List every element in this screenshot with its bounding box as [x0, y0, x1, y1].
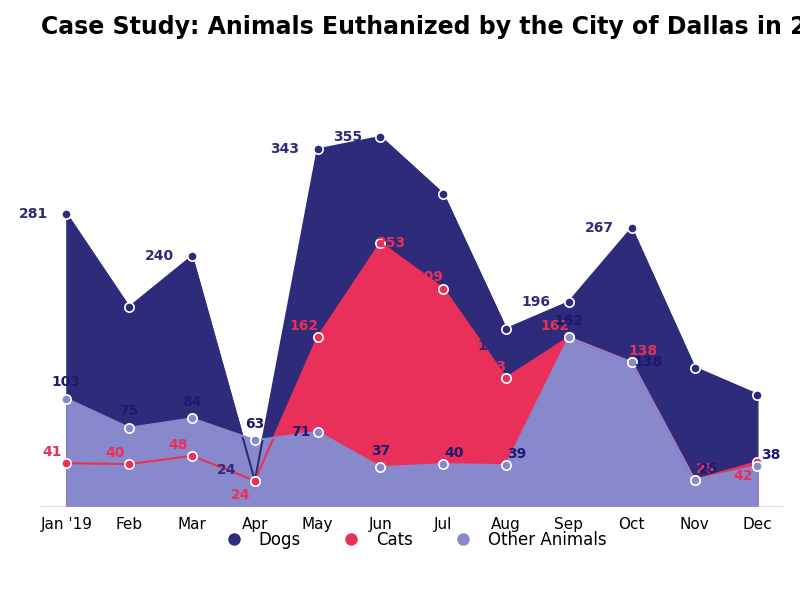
Point	[500, 461, 513, 470]
Point	[626, 357, 638, 367]
Text: 162: 162	[289, 319, 318, 333]
Point	[60, 209, 73, 218]
Text: 107: 107	[710, 387, 739, 401]
Point	[123, 459, 136, 469]
Text: 267: 267	[585, 221, 614, 235]
Text: 75: 75	[119, 404, 139, 418]
Text: 84: 84	[182, 395, 202, 409]
Text: 281: 281	[19, 207, 48, 221]
Point	[311, 332, 324, 342]
Text: 209: 209	[415, 270, 444, 284]
Point	[311, 427, 324, 437]
Text: 38: 38	[762, 448, 781, 462]
Point	[60, 458, 73, 468]
Point	[311, 145, 324, 154]
Point	[751, 390, 764, 400]
Text: 138: 138	[634, 355, 663, 369]
Text: 24: 24	[231, 487, 250, 501]
Point	[186, 451, 198, 461]
Text: 48: 48	[168, 438, 188, 451]
Point	[562, 332, 575, 342]
Point	[249, 476, 262, 486]
Point	[60, 394, 73, 404]
Point	[186, 251, 198, 261]
Text: 253: 253	[377, 236, 406, 250]
Point	[562, 332, 575, 342]
Point	[751, 457, 764, 467]
Point	[374, 132, 387, 142]
Text: 162: 162	[554, 314, 583, 328]
Point	[626, 357, 638, 367]
Point	[688, 475, 701, 484]
Point	[626, 223, 638, 233]
Point	[500, 324, 513, 334]
Text: 240: 240	[145, 249, 174, 264]
Legend: Dogs, Cats, Other Animals: Dogs, Cats, Other Animals	[210, 524, 614, 556]
Text: 300: 300	[396, 187, 426, 201]
Text: 40: 40	[106, 446, 125, 460]
Point	[249, 436, 262, 445]
Point	[374, 462, 387, 472]
Text: 24: 24	[218, 462, 237, 476]
Text: 191: 191	[82, 300, 111, 314]
Point	[688, 475, 701, 484]
Text: 170: 170	[477, 339, 506, 353]
Text: 63: 63	[246, 417, 265, 431]
Text: 138: 138	[628, 344, 658, 358]
Text: 40: 40	[445, 446, 464, 460]
Point	[751, 461, 764, 471]
Point	[123, 423, 136, 432]
Point	[688, 362, 701, 372]
Point	[437, 459, 450, 469]
Text: Case Study: Animals Euthanized by the City of Dallas in 2019: Case Study: Animals Euthanized by the Ci…	[42, 15, 800, 39]
Point	[123, 303, 136, 312]
Text: 41: 41	[42, 445, 62, 459]
Text: 162: 162	[541, 319, 570, 333]
Text: 343: 343	[270, 142, 299, 156]
Text: 37: 37	[371, 443, 390, 458]
Text: 196: 196	[522, 295, 551, 309]
Text: 71: 71	[291, 425, 310, 439]
Text: 133: 133	[647, 361, 677, 375]
Point	[186, 414, 198, 423]
Point	[437, 284, 450, 293]
Point	[562, 297, 575, 307]
Text: 39: 39	[507, 447, 527, 461]
Text: 42: 42	[734, 469, 753, 483]
Text: 355: 355	[334, 130, 362, 144]
Point	[374, 238, 387, 248]
Point	[500, 373, 513, 383]
Text: 123: 123	[478, 360, 506, 374]
Point	[249, 476, 262, 486]
Point	[437, 189, 450, 199]
Text: 103: 103	[52, 375, 81, 389]
Text: 25: 25	[698, 462, 718, 476]
Text: 25: 25	[696, 462, 715, 476]
